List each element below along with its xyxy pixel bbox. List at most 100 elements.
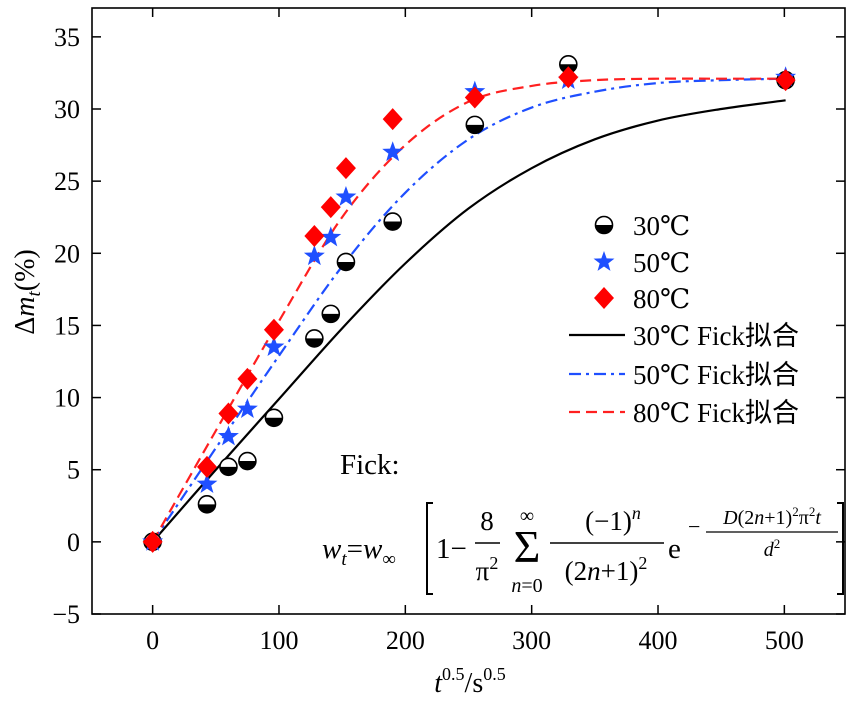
eq-exp-num: D(2n+1)2π2t xyxy=(722,504,821,529)
data-markers xyxy=(142,54,797,553)
data-point-series-1 xyxy=(196,473,218,494)
data-point-series-2 xyxy=(775,69,796,92)
eq-sum-top: ∞ xyxy=(520,505,534,527)
fit-line-series-3 xyxy=(151,99,786,543)
marker-circle-highlight xyxy=(223,461,229,467)
marker-circle-half xyxy=(219,466,237,476)
y-tick-label: 20 xyxy=(54,239,80,268)
legend-label: 50℃ Fick拟合 xyxy=(633,360,799,390)
data-point-series-0 xyxy=(321,304,341,324)
eq-sum-sign: Σ xyxy=(514,521,541,572)
marker-circle-highlight xyxy=(268,412,274,418)
marker-circle-highlight xyxy=(598,219,604,225)
legend-label: 30℃ Fick拟合 xyxy=(633,321,799,351)
data-point-series-1 xyxy=(335,186,357,206)
legend-label: 50℃ xyxy=(633,248,690,278)
x-axis-title-t: t xyxy=(434,668,443,699)
marker-circle-half xyxy=(198,504,216,513)
data-point-series-1 xyxy=(263,336,285,356)
fick-label: Fick: xyxy=(340,449,400,481)
plot-frame xyxy=(91,7,846,615)
data-point-series-2 xyxy=(142,530,163,553)
data-point-series-2 xyxy=(263,318,284,341)
fit-lines xyxy=(151,77,786,543)
y-tick-label: 0 xyxy=(67,528,80,557)
data-point-series-2 xyxy=(382,108,403,131)
fit-line-series-5 xyxy=(151,77,786,543)
marker-circle-half xyxy=(305,338,323,347)
marker-circle-highlight xyxy=(201,498,207,504)
marker-circle-highlight xyxy=(387,215,393,222)
y-axis-title-delta: Δ xyxy=(10,317,41,335)
legend-label: 80℃ Fick拟合 xyxy=(633,398,799,428)
y-tick-label: 35 xyxy=(54,23,80,52)
data-point-series-2 xyxy=(218,402,239,425)
data-point-series-2 xyxy=(335,157,356,180)
y-axis-title-sub: t xyxy=(24,291,45,297)
eq-frac-num: (−1)n xyxy=(585,503,641,536)
marker-circle-half xyxy=(466,124,484,134)
x-tick-label: 400 xyxy=(639,626,678,655)
legend: 30℃ 50℃ 80℃ 30℃ Fick拟合 50℃ Fick拟合 80℃ Fick拟合 xyxy=(569,211,799,428)
data-point-series-1 xyxy=(382,141,404,162)
data-point-series-0 xyxy=(305,329,324,348)
data-point-series-1 xyxy=(236,398,258,419)
y-tick-label: −5 xyxy=(52,600,80,629)
x-tick-label: 0 xyxy=(146,626,159,655)
x-tick-label: 500 xyxy=(765,626,804,655)
x-tick-label: 300 xyxy=(512,626,551,655)
marker-circle-highlight xyxy=(563,58,569,64)
legend-label: 80℃ xyxy=(633,284,690,314)
fick-equation: Fick: wt=w∞ 1− 8 π2 ∞ Σ n=0 (−1)n (2n+1)… xyxy=(322,449,844,597)
marker-circle-highlight xyxy=(309,332,315,339)
legend-swatch-marker xyxy=(594,287,614,309)
marker-circle-half xyxy=(322,313,340,323)
data-point-series-1 xyxy=(217,425,239,446)
x-axis-title-exp2: 0.5 xyxy=(483,664,506,684)
x-axis-title-exp1: 0.5 xyxy=(442,664,465,684)
x-axis-title: t0.5/s0.5 xyxy=(434,664,505,699)
data-point-series-0 xyxy=(219,457,238,477)
eq-coef-num: 8 xyxy=(480,506,494,536)
y-axis: −5 0 5 10 15 20 25 30 35 xyxy=(52,23,845,629)
data-point-series-0 xyxy=(264,408,284,428)
y-tick-label: 30 xyxy=(54,95,80,124)
marker-circle-highlight xyxy=(340,256,346,262)
data-point-series-0 xyxy=(197,495,217,514)
data-point-series-0 xyxy=(336,252,356,272)
y-axis-title-unit: (%) xyxy=(10,249,41,291)
marker-circle-highlight xyxy=(469,119,475,125)
y-tick-label: 10 xyxy=(54,384,80,413)
fick-label-text: Fick: xyxy=(340,449,400,481)
y-axis-title: Δmt(%) xyxy=(10,249,45,335)
data-point-series-0 xyxy=(465,115,485,135)
x-tick-label: 200 xyxy=(386,626,425,655)
plot-border xyxy=(91,7,846,615)
y-tick-label: 15 xyxy=(54,311,80,340)
fit-line-series-4 xyxy=(151,77,786,543)
eq-sum-bottom: n=0 xyxy=(511,575,542,597)
data-point-series-1 xyxy=(320,226,342,247)
eq-one-minus: 1− xyxy=(436,533,467,565)
eq-frac-den: (2n+1)2 xyxy=(565,553,648,586)
data-point-series-2 xyxy=(464,86,485,109)
data-point-series-2 xyxy=(304,224,325,247)
marker-circle-half xyxy=(384,221,402,231)
eq-lhs: wt=w∞ xyxy=(322,533,396,570)
y-tick-label: 25 xyxy=(54,167,80,196)
x-tick-label: 100 xyxy=(259,626,298,655)
data-point-series-2 xyxy=(196,455,217,478)
eq-exp-den: d2 xyxy=(764,536,781,561)
marker-circle-half xyxy=(238,461,256,470)
data-point-series-0 xyxy=(383,212,402,231)
y-tick-label: 5 xyxy=(67,456,80,485)
eq-exp-minus: − xyxy=(688,514,700,539)
legend-swatch-marker xyxy=(594,215,614,235)
eq-bracket-right xyxy=(837,502,844,595)
eq-bracket-left xyxy=(426,502,433,595)
data-point-series-2 xyxy=(558,66,579,89)
x-axis: 0 100 200 300 400 500 xyxy=(146,8,804,655)
data-point-series-2 xyxy=(320,196,341,219)
marker-circle-highlight xyxy=(242,455,248,461)
